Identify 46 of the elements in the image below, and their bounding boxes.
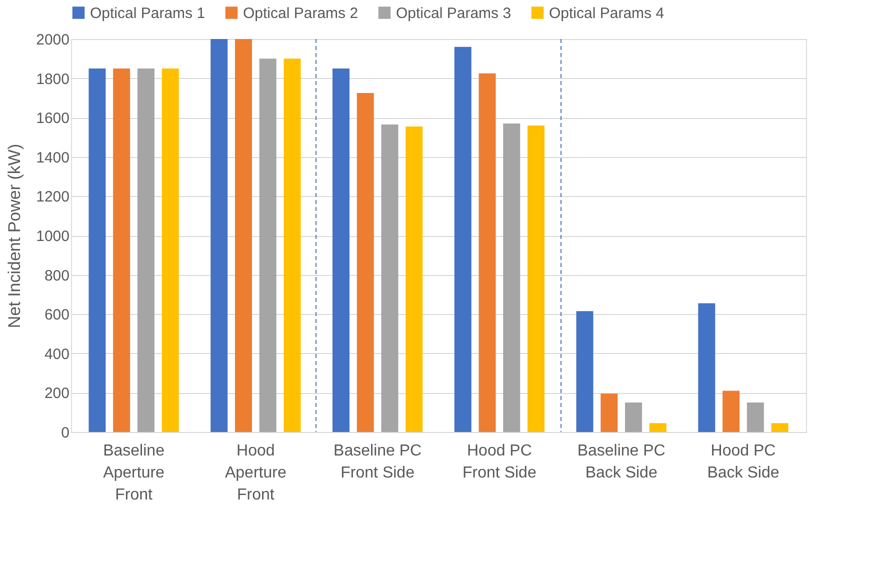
bar [406, 126, 423, 432]
bar [356, 93, 374, 432]
bar [722, 390, 740, 432]
x-tick-label: Baseline Aperture Front [103, 442, 165, 504]
legend-label: Optical Params 1 [90, 4, 206, 22]
bar [478, 73, 496, 432]
bar [137, 68, 154, 432]
bar [88, 68, 106, 432]
y-axis-title: Net Incident Power (kW) [5, 144, 24, 328]
bar [113, 68, 130, 432]
bar [162, 68, 179, 432]
bar [284, 58, 301, 432]
x-tick-label: Hood PC Front Side [462, 442, 536, 482]
bar [332, 68, 350, 432]
x-tick-label: Baseline PC Front Side [334, 442, 422, 482]
x-tick-label: Hood PC Back Side [707, 442, 780, 482]
bar [746, 402, 764, 432]
y-tick-label: 1400 [36, 149, 70, 166]
y-tick-label: 2000 [36, 32, 70, 48]
y-tick-label: 0 [61, 424, 70, 442]
y-tick-label: 1600 [36, 110, 70, 128]
y-tick-label: 600 [44, 306, 70, 324]
bar [576, 311, 594, 432]
legend-label: Optical Params 3 [396, 4, 512, 22]
x-tick-label: Hood Aperture Front [224, 442, 286, 504]
x-tick-label: Baseline PC Back Side [577, 442, 666, 482]
y-tick-label: 800 [44, 267, 70, 284]
bar [771, 423, 788, 432]
y-tick-label: 1200 [36, 188, 70, 206]
y-tick-label: 400 [44, 346, 70, 363]
bar [234, 39, 252, 432]
bar [210, 39, 228, 432]
bar [454, 46, 472, 432]
bar [503, 123, 520, 432]
bar [528, 125, 545, 432]
y-tick-label: 1000 [36, 228, 70, 245]
bar [381, 124, 398, 432]
legend-label: Optical Params 4 [549, 4, 664, 22]
legend-label: Optical Params 2 [243, 4, 358, 22]
bar [698, 303, 716, 432]
bar [649, 423, 666, 432]
bar [600, 394, 618, 432]
bar [259, 58, 276, 432]
y-tick-label: 1800 [36, 70, 70, 88]
bar [625, 402, 642, 432]
y-tick-label: 200 [44, 385, 70, 402]
